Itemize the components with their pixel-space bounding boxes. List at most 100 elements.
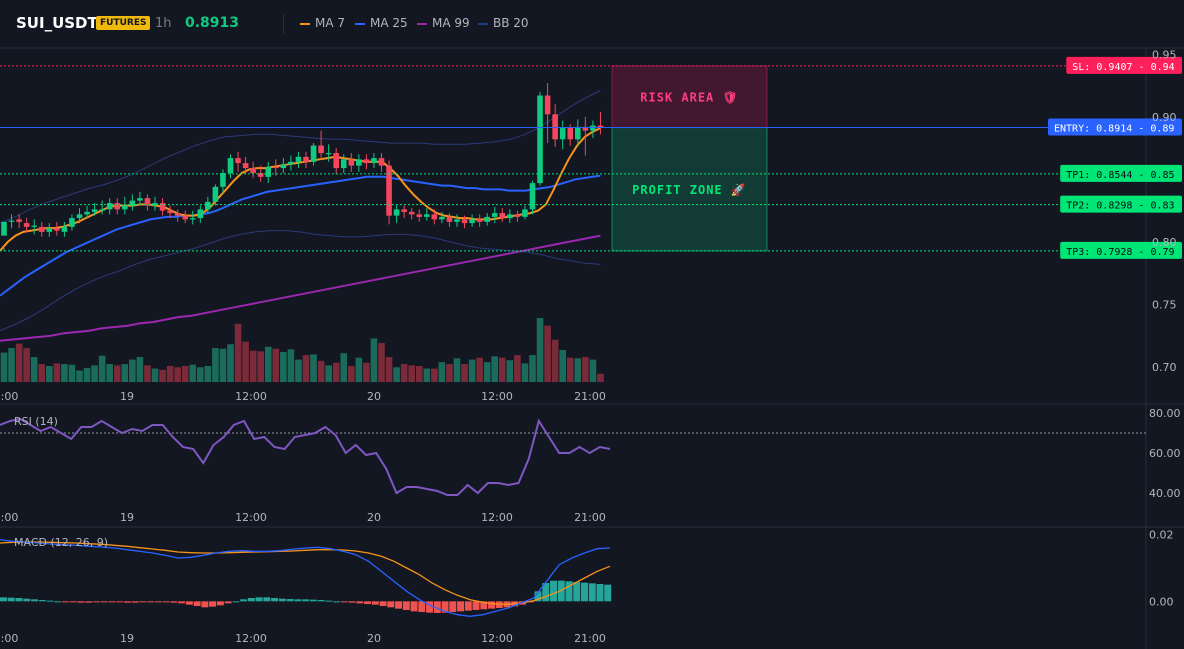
- candle-body: [91, 209, 98, 212]
- macd-histogram-bar: [488, 601, 495, 609]
- price-tick-label: 0.75: [1152, 298, 1177, 311]
- volume-bar: [566, 357, 574, 382]
- candle-body: [544, 95, 551, 115]
- candle-body: [552, 114, 558, 140]
- volume-bar: [189, 364, 197, 382]
- macd-histogram-bar: [100, 601, 108, 603]
- volume-bar: [461, 364, 468, 382]
- candle-body: [386, 165, 392, 216]
- volume-bar: [106, 364, 113, 382]
- legend-ma25[interactable]: MA 25: [355, 16, 408, 30]
- volume-bar: [597, 373, 604, 382]
- macd-histogram-bar: [472, 601, 480, 610]
- candle-body: [212, 186, 219, 202]
- volume-bar: [38, 364, 46, 382]
- volume-bar: [76, 370, 83, 382]
- candle-body: [144, 198, 151, 206]
- volume-bar: [83, 367, 91, 382]
- macd-histogram-bar: [224, 601, 232, 604]
- price-tick-label: 0.70: [1152, 361, 1177, 374]
- trade-zones: RISK AREA 🛡 PROFIT ZONE 🚀: [611, 65, 768, 252]
- x-tick-label: 19: [120, 511, 134, 524]
- macd-histogram-bar: [131, 601, 139, 603]
- macd-histogram-bar: [588, 583, 596, 602]
- volume-bar: [249, 350, 257, 382]
- volume-bar: [15, 343, 23, 382]
- volume-bar: [506, 360, 514, 382]
- macd-histogram-bar: [418, 601, 426, 612]
- volume-bar: [121, 364, 129, 382]
- candle-body: [1, 221, 7, 236]
- candle-body: [567, 128, 574, 140]
- macd-histogram-bar: [340, 601, 348, 603]
- macd-histogram-bar: [278, 598, 286, 602]
- ma25-line: [0, 174, 601, 297]
- candle-body: [310, 145, 317, 162]
- volume-bar: [204, 366, 212, 382]
- macd-histogram-bar: [371, 601, 379, 605]
- macd-histogram-bar: [232, 601, 240, 603]
- candle-body: [69, 218, 75, 227]
- macd-histogram-bar: [573, 582, 581, 602]
- macd-histogram-bar: [317, 600, 325, 602]
- candle-body: [378, 158, 385, 166]
- timeframe-label[interactable]: 1h: [155, 16, 172, 31]
- ma25-swatch: [355, 22, 365, 25]
- volume-bar: [159, 369, 166, 382]
- volume-bar: [431, 368, 438, 382]
- ma99-swatch: [417, 22, 427, 25]
- macd-title: MACD (12, 26, 9): [14, 536, 108, 549]
- candle-body: [129, 200, 136, 206]
- candle-body: [205, 201, 211, 210]
- volume-bar: [514, 355, 521, 382]
- legend-ma99-label: MA 99: [432, 16, 470, 30]
- volume-bar: [310, 354, 317, 382]
- legend-ma7-label: MA 7: [315, 16, 346, 30]
- macd-histogram-bar: [77, 601, 85, 603]
- macd-histogram-bar: [302, 599, 310, 602]
- candle-body: [280, 164, 287, 169]
- volume-bar: [8, 348, 15, 382]
- volume-bar: [46, 366, 53, 382]
- rsi-tick-label: 80.00: [1149, 407, 1181, 420]
- take_profit-label-box: [1060, 241, 1182, 259]
- macd-histogram-bar: [364, 601, 372, 604]
- candlesticks: [1, 83, 604, 251]
- legend-bb20[interactable]: BB 20: [478, 16, 529, 30]
- x-tick-label: 21:00: [574, 632, 606, 645]
- candle-body: [106, 203, 113, 210]
- macd-histogram-bar: [92, 601, 100, 603]
- candle-body: [159, 203, 166, 211]
- symbol-title[interactable]: SUI_USDT: [16, 14, 98, 32]
- rsi-pane: RSI (14): [0, 415, 1146, 496]
- volume-bar: [129, 359, 136, 382]
- volume-bar: [483, 362, 491, 382]
- candle-body: [514, 214, 521, 217]
- stop_loss-label-box: [1066, 56, 1182, 74]
- macd-histogram-bar: [69, 601, 77, 603]
- bb-upper-line: [0, 90, 601, 224]
- legend-ma99[interactable]: MA 99: [417, 16, 470, 30]
- volume-bar: [166, 366, 174, 382]
- legend-ma7[interactable]: MA 7: [300, 16, 345, 30]
- volume-bar: [536, 318, 544, 382]
- candle-body: [575, 126, 581, 140]
- macd-histogram-bar: [457, 601, 465, 612]
- candle-body: [273, 166, 279, 169]
- macd-histogram-bar: [387, 601, 395, 608]
- ma7-swatch: [300, 22, 310, 25]
- volume-bar: [272, 348, 280, 382]
- volume-bar: [212, 348, 219, 382]
- x-tick-label: 12:00: [481, 390, 513, 403]
- candle-body: [182, 215, 188, 220]
- macd-histogram-bar: [30, 599, 38, 602]
- candle-body: [84, 211, 90, 215]
- price-tick-label: 0.80: [1152, 236, 1177, 249]
- macd-histogram-bar: [23, 598, 31, 602]
- candle-body: [499, 213, 506, 219]
- candle-body: [295, 156, 302, 162]
- candle-body: [446, 216, 453, 222]
- volume-bar: [227, 344, 234, 382]
- volume-bar: [559, 350, 566, 382]
